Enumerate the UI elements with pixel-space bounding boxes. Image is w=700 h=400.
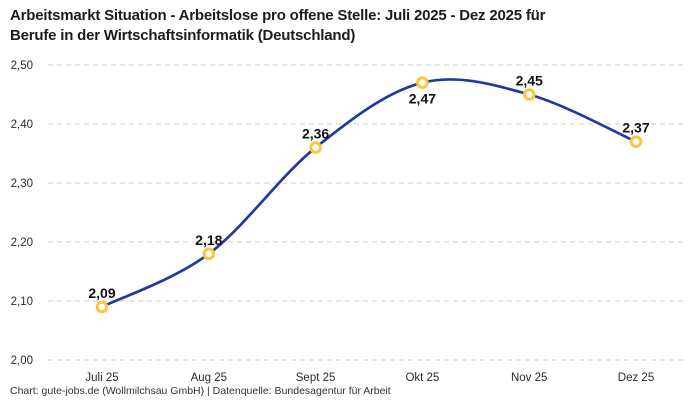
y-tick-label: 2,00: [11, 355, 33, 367]
data-point-marker: [522, 88, 536, 101]
chart-title: Arbeitsmarkt Situation - Arbeitslose pro…: [10, 6, 545, 46]
y-tick-label: 2,30: [11, 178, 33, 190]
trend-line: [100, 78, 638, 309]
data-point-label: 2,09: [88, 285, 115, 301]
data-point-label: 2,37: [622, 120, 649, 136]
data-point-label: 2,36: [302, 126, 329, 142]
y-tick-label: 2,50: [11, 60, 33, 72]
data-point-marker: [416, 76, 429, 89]
x-tick-label: Sept 25: [296, 372, 336, 384]
data-point-label: 2,18: [195, 232, 222, 248]
x-tick-label: Okt 25: [405, 372, 439, 384]
chart-title-line2: Berufe in der Wirtschaftsinformatik (Deu…: [10, 27, 356, 44]
data-point-marker: [309, 141, 322, 154]
data-point-marker: [629, 135, 643, 148]
data-point-label: 2,45: [516, 73, 543, 89]
chart-title-line1: Arbeitsmarkt Situation - Arbeitslose pro…: [10, 7, 546, 24]
x-tick-label: Aug 25: [191, 372, 227, 384]
x-tick-label: Dez 25: [618, 372, 654, 384]
chart-credit: Chart: gute-jobs.de (Wollmilchsau GmbH) …: [10, 385, 391, 397]
y-tick-label: 2,10: [11, 296, 33, 308]
data-point-marker: [95, 300, 109, 314]
x-tick-label: Nov 25: [511, 372, 547, 384]
data-point-label: 2,47: [409, 91, 436, 107]
data-point-marker: [202, 247, 216, 261]
x-tick-label: Juli 25: [85, 372, 118, 384]
y-tick-label: 2,20: [11, 237, 33, 249]
y-tick-label: 2,40: [11, 119, 33, 131]
